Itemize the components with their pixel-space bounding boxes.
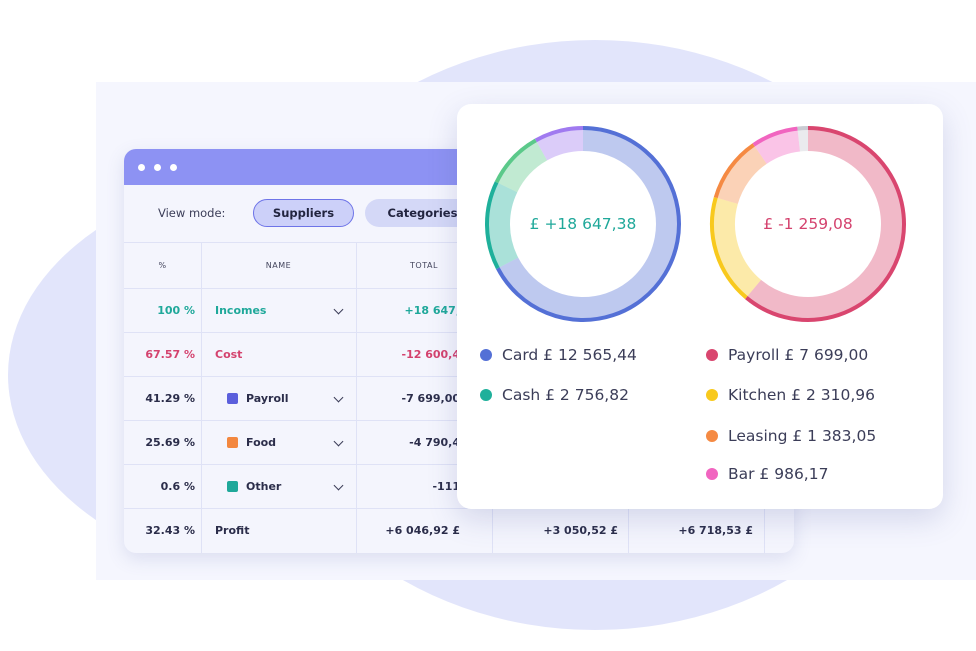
legend-item: Bar £ 986,17	[706, 465, 828, 483]
row-total: +6 046,92 £	[385, 524, 460, 537]
category-color-icon	[227, 393, 238, 404]
legend-dot-icon	[706, 430, 718, 442]
view-mode-label: View mode:	[158, 206, 226, 220]
legend-dot-icon	[706, 349, 718, 361]
row-percent: 32.43 %	[145, 524, 195, 537]
donut-slice-rim	[797, 126, 809, 131]
donut-slice[interactable]	[488, 182, 519, 268]
legend-dot-icon	[706, 389, 718, 401]
table-row: 32.43 % Profit +6 046,92 £ +3 050,52 £ +6 71…	[124, 508, 794, 552]
legend-label: Cash £ 2 756,82	[502, 386, 629, 404]
column-divider	[201, 242, 202, 553]
legend-dot-icon	[480, 349, 492, 361]
row-total: -7 699,00	[401, 392, 461, 405]
legend-label: Kitchen £ 2 310,96	[728, 386, 875, 404]
window-dot-icon[interactable]	[138, 163, 145, 171]
legend-label: Payroll £ 7 699,00	[728, 346, 869, 364]
donut-slice-rim	[752, 126, 798, 147]
donut-slice-rim	[745, 126, 906, 322]
category-color-icon	[227, 481, 238, 492]
row-percent: 67.57 %	[145, 348, 195, 361]
donut-slice[interactable]	[716, 145, 768, 205]
incomes-donut-chart: £ +18 647,38	[483, 124, 683, 324]
donut-slice[interactable]	[497, 141, 548, 193]
legend-dot-icon	[706, 468, 718, 480]
row-total: -4 790,4	[409, 436, 460, 449]
window-dot-icon[interactable]	[154, 163, 161, 171]
donut-slice[interactable]	[746, 129, 903, 319]
row-name-label: Payroll	[246, 392, 289, 405]
row-name: Cost	[215, 333, 365, 376]
costs-donut-svg	[710, 126, 906, 322]
row-name-label: Profit	[215, 524, 250, 537]
donut-slice[interactable]	[754, 129, 801, 165]
donut-slice-rim	[710, 196, 748, 300]
legend-item: Leasing £ 1 383,05	[706, 427, 876, 445]
donut-slice[interactable]	[713, 197, 762, 297]
donut-slice[interactable]	[797, 129, 809, 152]
row-name: Profit	[215, 509, 365, 552]
row-name-label: Other	[246, 480, 282, 493]
row-percent: 25.69 %	[145, 436, 195, 449]
row-total: -12 600,4	[401, 348, 461, 361]
legend-dot-icon	[480, 389, 492, 401]
costs-donut-chart: £ -1 259,08	[708, 124, 908, 324]
row-name: Food	[215, 421, 365, 464]
legend-item: Card £ 12 565,44	[480, 346, 637, 364]
donut-slice-rim	[534, 126, 584, 143]
legend-item: Kitchen £ 2 310,96	[706, 386, 875, 404]
row-percent: 41.29 %	[145, 392, 195, 405]
header-name: NAME	[265, 261, 292, 270]
donut-slice-rim	[494, 138, 537, 184]
row-name-label: Incomes	[215, 304, 267, 317]
donut-slice-rim	[713, 143, 755, 199]
row-total: +18 647,	[404, 304, 461, 317]
column-divider	[356, 242, 357, 553]
row-name: Payroll	[215, 377, 365, 420]
donut-slice[interactable]	[536, 129, 584, 161]
row-name-label: Food	[246, 436, 277, 449]
row-total: -111	[432, 480, 460, 493]
donut-charts-card: £ +18 647,38 £ -1 259,08 Card £ 12 565,4…	[457, 104, 943, 509]
row-percent: 0.6 %	[160, 480, 195, 493]
donut-slice[interactable]	[498, 129, 678, 319]
window-dot-icon[interactable]	[170, 163, 177, 171]
row-percent: 100 %	[157, 304, 195, 317]
header-percent: %	[158, 261, 167, 270]
donut-slice-rim	[485, 181, 500, 270]
costs-total-label: £ -1 259,08	[763, 215, 853, 233]
row-value: +6 718,53 £	[678, 524, 753, 537]
legend-item: Payroll £ 7 699,00	[706, 346, 868, 364]
row-name: Other	[215, 465, 365, 508]
suppliers-mode-button[interactable]: Suppliers	[253, 199, 354, 227]
incomes-donut-svg	[485, 126, 681, 322]
legend-item: Cash £ 2 756,82	[480, 386, 629, 404]
incomes-total-label: £ +18 647,38	[529, 215, 637, 233]
row-value: +3 050,52 £	[543, 524, 618, 537]
donut-slice-rim	[496, 126, 681, 322]
row-name: Incomes	[215, 289, 365, 332]
row-name-label: Cost	[215, 348, 243, 361]
header-total: TOTAL	[410, 261, 438, 270]
legend-label: Leasing £ 1 383,05	[728, 427, 877, 445]
legend-label: Card £ 12 565,44	[502, 346, 637, 364]
category-color-icon	[227, 437, 238, 448]
legend-label: Bar £ 986,17	[728, 465, 829, 483]
